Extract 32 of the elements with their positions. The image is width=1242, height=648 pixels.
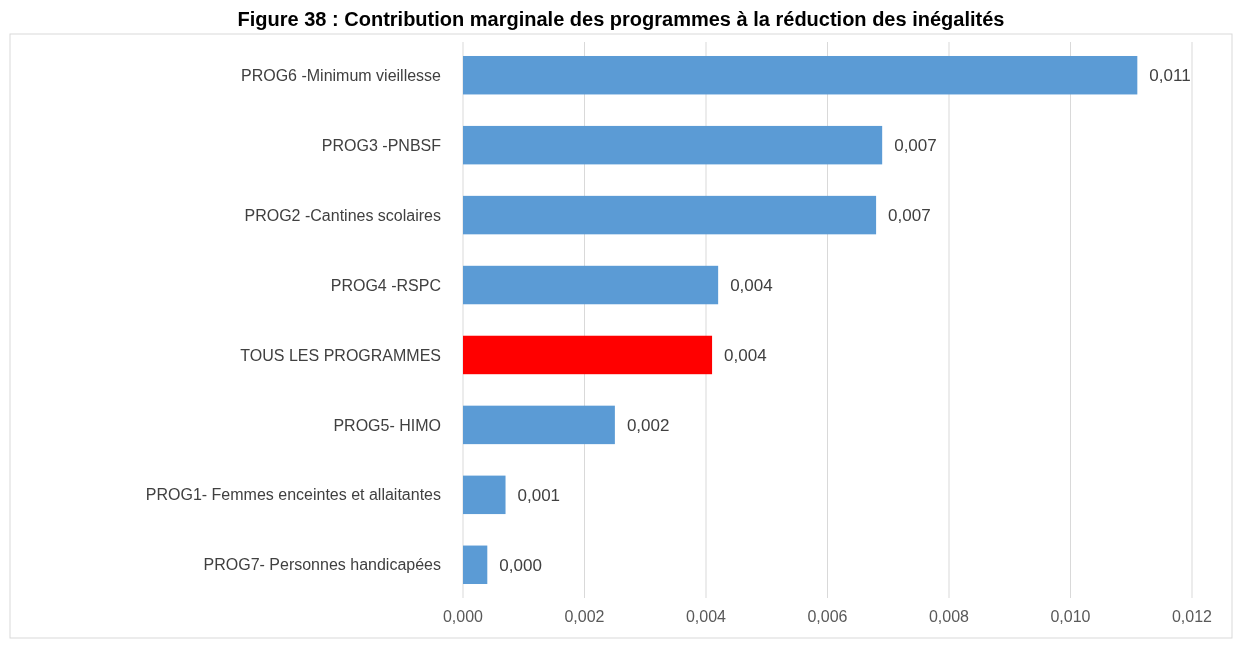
y-tick-label: PROG6 -Minimum vieillesse [240, 66, 442, 84]
y-tick-label: TOUS LES PROGRAMMES [240, 346, 441, 364]
bar [463, 125, 883, 165]
bar [463, 405, 615, 445]
x-tick-label: 0,006 [807, 608, 848, 625]
x-tick-label: 0,002 [564, 608, 605, 625]
bar [463, 335, 713, 375]
x-tick-label: 0,008 [928, 608, 970, 625]
y-tick-label: PROG7- Personnes handicapées [203, 556, 441, 574]
x-tick-label: 0,010 [1050, 608, 1091, 625]
x-tick-label: 0,000 [442, 608, 484, 625]
x-tick-label: 0,012 [1171, 608, 1213, 625]
y-tick-label: PROG5- HIMO [333, 416, 441, 434]
y-tick-label: PROG4 -RSPC [330, 276, 441, 294]
data-label: 0,007 [894, 136, 937, 156]
y-tick-label: PROG3 -PNBSF [321, 136, 442, 154]
data-label: 0,004 [724, 345, 767, 365]
y-tick-label: PROG2 -Cantines scolaires [244, 206, 441, 224]
data-label: 0,011 [1149, 66, 1191, 86]
y-tick-label: PROG1- Femmes enceintes et allaitantes [145, 486, 441, 504]
data-label: 0,002 [626, 415, 670, 435]
data-label: 0,001 [517, 485, 561, 505]
data-label: 0,007 [888, 206, 931, 226]
chart-title: Figure 38 : Contribution marginale des programmes à la réduction des inégalités [237, 8, 1005, 30]
bar [463, 545, 488, 585]
bar [463, 55, 1138, 95]
bar [463, 475, 506, 515]
x-tick-label: 0,004 [685, 608, 727, 625]
data-label: 0,000 [499, 555, 542, 575]
data-label: 0,004 [730, 275, 773, 295]
bar [463, 195, 877, 235]
bar [463, 265, 719, 305]
